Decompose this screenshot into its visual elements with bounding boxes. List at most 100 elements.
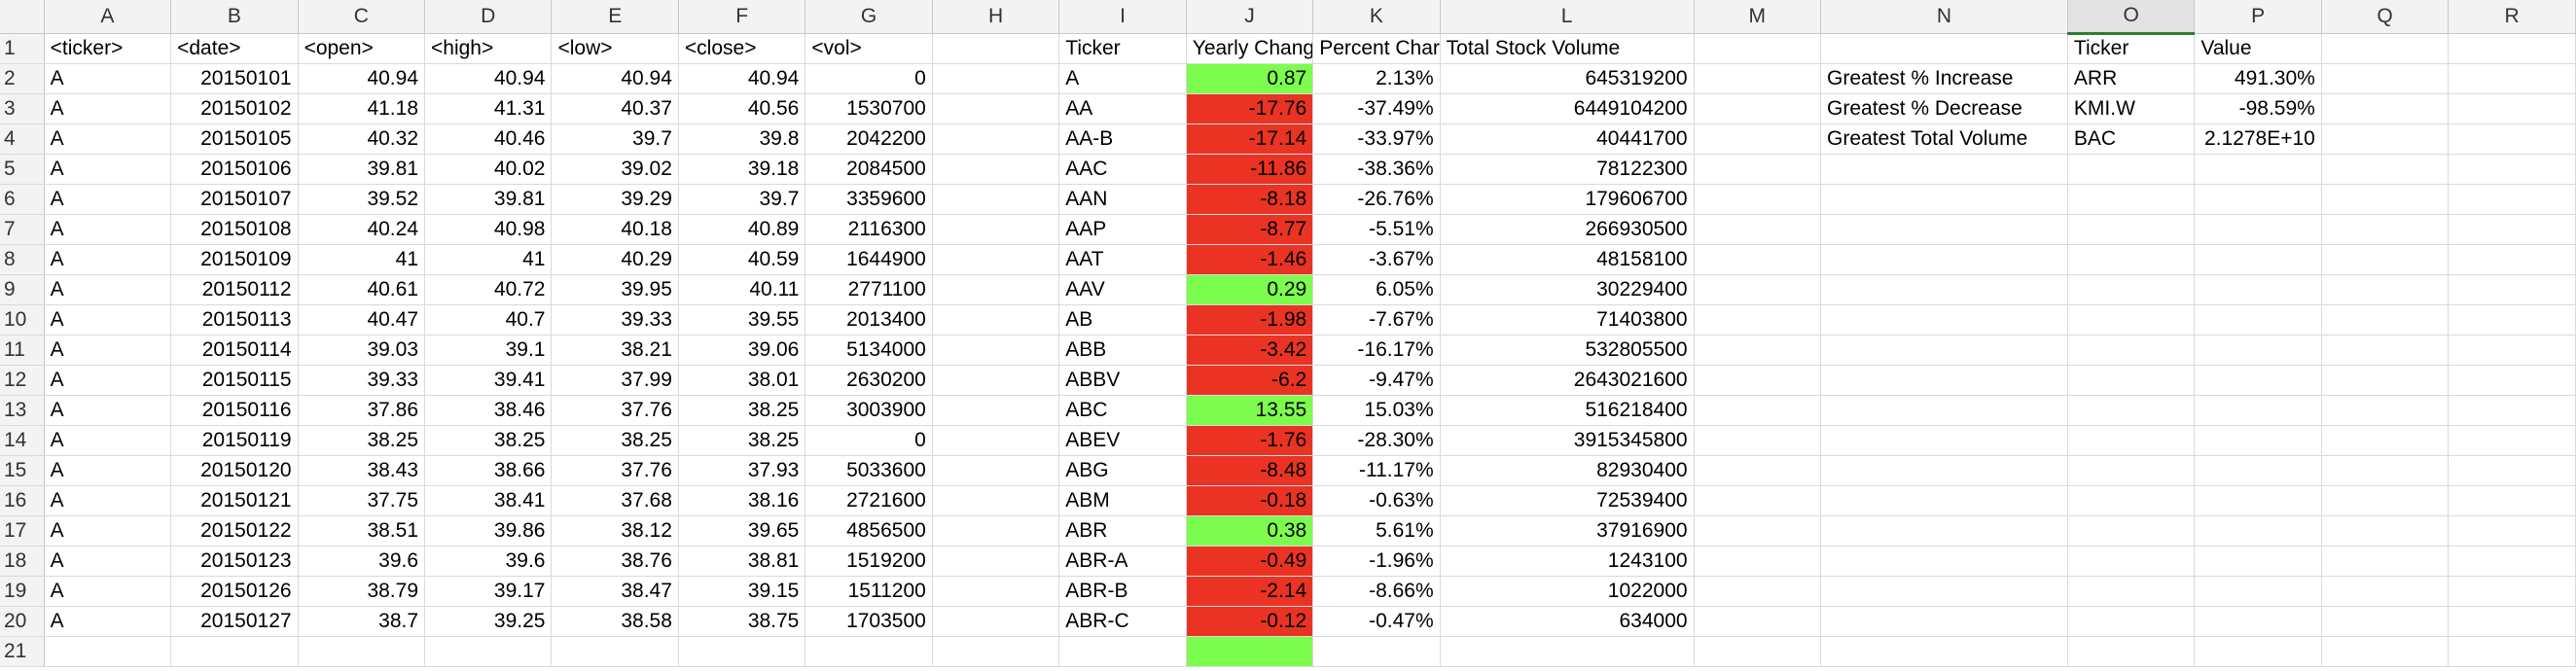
data-cell[interactable]: 39.7 xyxy=(678,184,806,215)
total-volume-cell[interactable]: 82930400 xyxy=(1440,455,1695,486)
percent-change-cell[interactable]: 6.05% xyxy=(1312,274,1441,305)
data-cell[interactable]: 38.16 xyxy=(678,485,806,516)
row-header[interactable]: 5 xyxy=(0,154,45,185)
yearly-change-cell[interactable]: -0.12 xyxy=(1186,606,1314,637)
empty-cell[interactable] xyxy=(2321,636,2450,667)
data-cell[interactable]: 38.01 xyxy=(678,365,806,396)
data-cell[interactable]: 20150119 xyxy=(170,425,299,456)
total-volume-cell[interactable]: 266930500 xyxy=(1440,214,1695,245)
data-cell[interactable]: 39.1 xyxy=(424,335,553,366)
empty-cell[interactable] xyxy=(2321,214,2450,245)
data-cell[interactable]: 20150105 xyxy=(170,124,299,155)
row-header[interactable]: 12 xyxy=(0,365,45,396)
empty-cell[interactable] xyxy=(1820,576,2068,607)
data-cell[interactable]: 40.56 xyxy=(678,93,806,124)
yearly-change-cell[interactable]: -1.98 xyxy=(1186,304,1314,336)
total-volume-cell[interactable]: 48158100 xyxy=(1440,244,1695,275)
yearly-change-cell[interactable]: 13.55 xyxy=(1186,395,1314,426)
empty-cell[interactable] xyxy=(932,274,1060,305)
empty-cell[interactable] xyxy=(932,304,1060,336)
data-cell[interactable]: 38.66 xyxy=(424,455,553,486)
data-cell[interactable]: A xyxy=(44,425,172,456)
empty-cell[interactable] xyxy=(2194,425,2322,456)
empty-cell[interactable] xyxy=(2448,425,2576,456)
ticker-cell[interactable]: AAV xyxy=(1058,274,1187,305)
empty-cell[interactable] xyxy=(2321,63,2450,94)
yearly-change-cell[interactable]: -17.14 xyxy=(1186,124,1314,155)
total-volume-cell[interactable]: 37916900 xyxy=(1440,515,1695,547)
column-header-I[interactable]: I xyxy=(1058,0,1187,34)
data-cell[interactable]: 38.58 xyxy=(551,606,679,637)
data-cell[interactable]: 40.02 xyxy=(424,154,553,185)
empty-cell[interactable] xyxy=(2194,606,2322,637)
data-cell[interactable]: 38.47 xyxy=(551,576,679,607)
header-cell[interactable]: <open> xyxy=(298,33,426,64)
data-cell[interactable]: 39.86 xyxy=(424,515,553,547)
data-cell[interactable]: A xyxy=(44,485,172,516)
percent-change-cell[interactable]: -8.66% xyxy=(1312,576,1441,607)
data-cell[interactable]: 5134000 xyxy=(805,335,933,366)
empty-cell[interactable] xyxy=(2448,485,2576,516)
empty-cell[interactable] xyxy=(2448,274,2576,305)
empty-cell[interactable] xyxy=(678,636,806,667)
data-cell[interactable]: A xyxy=(44,395,172,426)
data-cell[interactable]: A xyxy=(44,576,172,607)
empty-cell[interactable] xyxy=(1820,546,2068,577)
data-cell[interactable]: 37.75 xyxy=(298,485,426,516)
yearly-change-cell[interactable]: -17.76 xyxy=(1186,93,1314,124)
data-cell[interactable]: 38.25 xyxy=(678,395,806,426)
empty-cell[interactable] xyxy=(932,636,1060,667)
data-cell[interactable]: A xyxy=(44,546,172,577)
data-cell[interactable]: A xyxy=(44,244,172,275)
percent-change-cell[interactable]: -11.17% xyxy=(1312,455,1441,486)
header-cell[interactable]: Value xyxy=(2194,33,2322,64)
column-header-C[interactable]: C xyxy=(298,0,426,34)
empty-cell[interactable] xyxy=(1820,425,2068,456)
empty-cell[interactable] xyxy=(932,576,1060,607)
empty-cell[interactable] xyxy=(2194,515,2322,547)
empty-cell[interactable] xyxy=(2194,395,2322,426)
empty-cell[interactable] xyxy=(2194,335,2322,366)
column-header-F[interactable]: F xyxy=(678,0,806,34)
data-cell[interactable]: 20150107 xyxy=(170,184,299,215)
data-cell[interactable]: 38.46 xyxy=(424,395,553,426)
empty-cell[interactable] xyxy=(2067,546,2196,577)
empty-cell[interactable] xyxy=(2321,244,2450,275)
data-cell[interactable]: 40.7 xyxy=(424,304,553,336)
empty-cell[interactable] xyxy=(1820,365,2068,396)
data-cell[interactable]: 37.93 xyxy=(678,455,806,486)
empty-cell[interactable] xyxy=(44,636,172,667)
data-cell[interactable]: 40.94 xyxy=(424,63,553,94)
data-cell[interactable]: 39.6 xyxy=(298,546,426,577)
header-cell[interactable]: <close> xyxy=(678,33,806,64)
data-cell[interactable]: 20150127 xyxy=(170,606,299,637)
data-cell[interactable]: 40.94 xyxy=(678,63,806,94)
data-cell[interactable]: 37.76 xyxy=(551,395,679,426)
greatest-label-cell[interactable]: Greatest Total Volume xyxy=(1820,124,2068,155)
empty-cell[interactable] xyxy=(2067,455,2196,486)
row-header[interactable]: 3 xyxy=(0,93,45,124)
column-header-N[interactable]: N xyxy=(1820,0,2068,34)
header-cell[interactable]: <low> xyxy=(551,33,679,64)
empty-cell[interactable] xyxy=(932,244,1060,275)
row-header[interactable]: 19 xyxy=(0,576,45,607)
empty-cell[interactable] xyxy=(2194,576,2322,607)
data-cell[interactable]: 40.98 xyxy=(424,214,553,245)
ticker-cell[interactable]: AAN xyxy=(1058,184,1187,215)
data-cell[interactable]: 2084500 xyxy=(805,154,933,185)
empty-cell[interactable] xyxy=(1694,485,1822,516)
data-cell[interactable]: 38.21 xyxy=(551,335,679,366)
column-header-J[interactable]: J xyxy=(1186,0,1314,34)
total-volume-cell[interactable]: 72539400 xyxy=(1440,485,1695,516)
data-cell[interactable]: 39.81 xyxy=(424,184,553,215)
empty-cell[interactable] xyxy=(2448,546,2576,577)
percent-change-cell[interactable]: 15.03% xyxy=(1312,395,1441,426)
empty-cell[interactable] xyxy=(1820,244,2068,275)
total-volume-cell[interactable]: 634000 xyxy=(1440,606,1695,637)
empty-cell[interactable] xyxy=(932,455,1060,486)
data-cell[interactable]: 38.25 xyxy=(678,425,806,456)
data-cell[interactable]: 20150106 xyxy=(170,154,299,185)
ticker-cell[interactable]: AA-B xyxy=(1058,124,1187,155)
empty-cell[interactable] xyxy=(2448,606,2576,637)
empty-cell[interactable] xyxy=(932,335,1060,366)
